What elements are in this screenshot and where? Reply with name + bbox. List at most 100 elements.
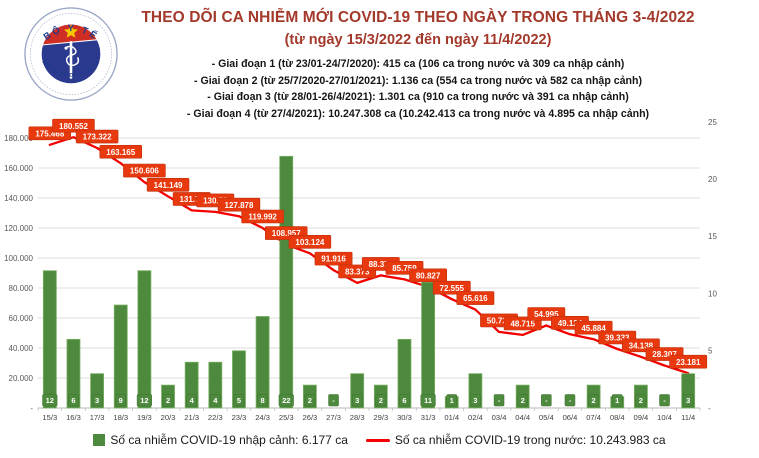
bar-label: 2	[639, 396, 643, 405]
bar-label-box	[493, 394, 505, 407]
x-tick-21/3: 21/3	[184, 413, 199, 422]
bar-label: 2	[592, 396, 596, 405]
logo-inner-ring	[29, 12, 113, 96]
phase-line-4: - Giai đoạn 4 (từ 27/4/2021): 10.247.308…	[186, 107, 650, 120]
bar-label: 4	[190, 396, 195, 405]
line-label-box	[314, 251, 353, 266]
bar-label: -	[545, 396, 548, 405]
y-tick-left: -	[30, 404, 33, 413]
chart-canvas: - 20.000 40.000 60.000 80.000 100.000 120.000 1…	[4, 118, 717, 422]
line-label: 48.715	[510, 320, 535, 329]
line-label-box	[146, 177, 190, 192]
line-label-box	[241, 209, 284, 224]
bar-label: 6	[402, 396, 406, 405]
x-tick-31/3: 31/3	[421, 413, 436, 422]
line-label: 91.916	[321, 255, 346, 264]
green-bar-swatch-icon	[93, 434, 106, 446]
line-label: 54.995	[534, 310, 559, 319]
x-tick-24/3: 24/3	[255, 413, 270, 422]
bar-label-box	[399, 394, 410, 407]
bar-15/3	[42, 270, 57, 409]
bar-label-box	[91, 394, 103, 407]
line-label: 34.138	[629, 341, 654, 350]
x-tick-29/3: 29/3	[373, 413, 388, 422]
legend-label-imported: Số ca nhiễm COVID-19 nhập cảnh: 6.177 ca	[110, 433, 348, 447]
line-label: 173.322	[83, 133, 112, 142]
line-label: 131.70	[179, 195, 204, 204]
star-icon	[64, 24, 78, 38]
x-tick-04/4: 04/4	[515, 413, 530, 422]
bar-label: 3	[686, 396, 690, 405]
bar-label: 3	[95, 396, 99, 405]
bar-label-box	[375, 394, 387, 407]
bar-label-box	[115, 394, 126, 407]
bar-label: 12	[140, 396, 148, 405]
y-tick-left: 120.000	[4, 224, 33, 233]
chart-area: - 20.000 40.000 60.000 80.000 100.000 120.000 1…	[0, 110, 759, 458]
line-label-box	[288, 235, 332, 249]
x-tick-23/3: 23/3	[232, 413, 247, 422]
y-tick-left: 180.000	[4, 134, 33, 143]
bar-label: -	[498, 396, 501, 405]
bar-label-box	[612, 394, 623, 407]
line-label: 103.124	[295, 238, 324, 247]
x-tick-25/3: 25/3	[279, 413, 294, 422]
bar-label-box	[257, 394, 268, 407]
bar-30/3	[397, 338, 412, 409]
x-tick-11/4: 11/4	[681, 413, 695, 422]
line-label-box	[123, 163, 166, 178]
bar-label-box	[278, 394, 294, 407]
x-tick-07/4: 07/4	[586, 413, 601, 422]
bar-23/3	[232, 350, 246, 409]
line-label: 28.307	[652, 350, 677, 359]
x-tick-26/3: 26/3	[303, 413, 318, 422]
bar-label: 3	[355, 396, 359, 405]
line-label-box	[52, 118, 95, 133]
bar-label: 5	[237, 396, 241, 405]
y-tick-left: 160.000	[4, 164, 33, 173]
bar-24/3	[255, 316, 270, 409]
y-tick-left: 100.000	[4, 254, 33, 263]
line-label: 50.730	[487, 317, 512, 326]
y-tick-right: 15	[708, 232, 717, 241]
line-label-box	[99, 144, 143, 159]
y-tick-left: 20.000	[9, 374, 34, 383]
bar-label-box	[186, 394, 197, 407]
bar-label-box	[588, 394, 599, 407]
x-tick-30/3: 30/3	[397, 413, 412, 422]
phase-summary-list: - Giai đoạn 1 (từ 23/01-24/7/2020): 415 …	[112, 56, 724, 122]
line-label: 163.165	[106, 148, 135, 157]
red-line-swatch-icon	[365, 438, 390, 442]
x-tick-28/3: 28/3	[350, 413, 365, 422]
bar-16/3	[66, 338, 81, 409]
phase-line-3: - Giai đoạn 3 (từ 28/01-26/4/2021): 1.30…	[207, 91, 629, 103]
line-label: 175.468	[35, 129, 64, 138]
bar-label-box	[136, 394, 152, 407]
bar-label-box	[541, 394, 552, 407]
line-label-box	[669, 354, 708, 369]
line-label: 180.552	[59, 122, 88, 131]
x-tick-06/4: 06/4	[563, 413, 578, 422]
bar-label-box	[42, 394, 58, 407]
phase-line-2: - Giai đoạn 2 (từ 25/7/2020-27/01/2021):…	[193, 74, 642, 87]
line-label: 49.124	[558, 319, 583, 328]
x-tick-16/3: 16/3	[66, 413, 81, 422]
y-tick-right: 10	[708, 289, 717, 298]
line-label: 45.884	[581, 324, 606, 333]
bar-label: 2	[308, 396, 312, 405]
bar-label-box	[162, 394, 174, 407]
y-tick-left: 40.000	[9, 344, 34, 353]
bar-label: 4	[213, 396, 218, 405]
x-tick-02/4: 02/4	[468, 413, 483, 422]
line-label: 83.373	[345, 268, 370, 277]
x-tick-09/4: 09/4	[634, 413, 649, 422]
line-label: 39.333	[605, 334, 630, 343]
y-tick-left: 60.000	[9, 314, 34, 323]
bar-label-box	[233, 394, 245, 407]
bar-label: 1	[615, 396, 619, 405]
bar-label-box	[564, 394, 576, 407]
y-tick-right: 20	[708, 175, 717, 184]
line-label: 65.616	[463, 294, 488, 303]
line-label-box	[432, 280, 471, 295]
x-tick-10/4: 10/4	[657, 413, 672, 422]
